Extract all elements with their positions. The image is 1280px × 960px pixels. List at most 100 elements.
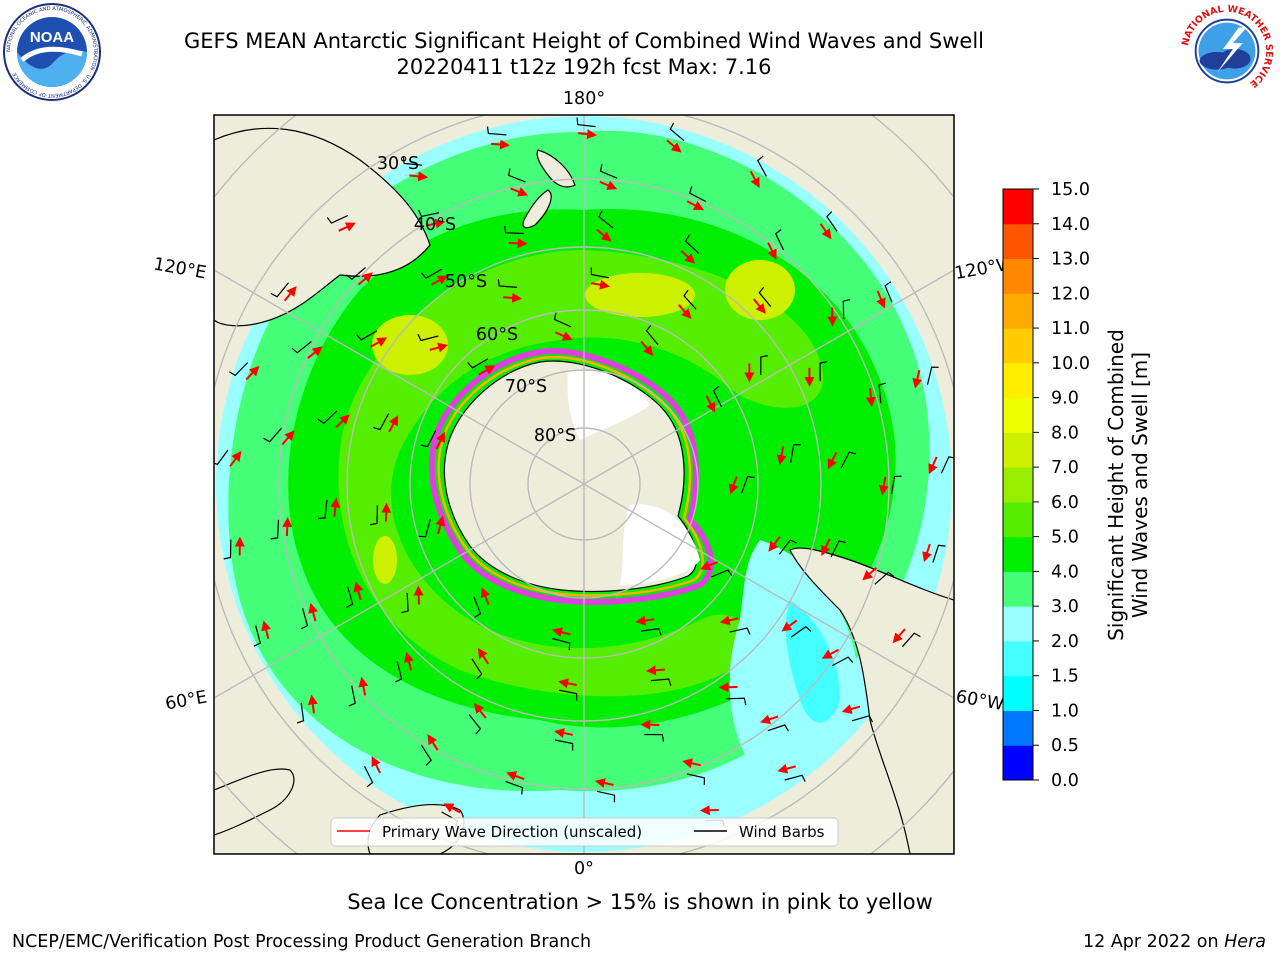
wave-patch-6-7m (725, 260, 795, 320)
graticule (214, 115, 954, 854)
wind-barb (291, 341, 312, 354)
wind-barb (418, 209, 440, 218)
wave-direction-arrow (358, 676, 369, 696)
wind-barb (346, 586, 354, 608)
wave-direction-arrow (928, 456, 938, 475)
lat-label-60s: 60°S (476, 325, 518, 345)
south-america (789, 547, 954, 854)
colorbar-segment (1003, 189, 1033, 225)
wave-direction-arrow (591, 279, 610, 290)
wave-direction-arrow (229, 450, 242, 467)
wave-direction-arrows (229, 129, 938, 816)
wind-barb (554, 739, 574, 751)
wind-barb (508, 168, 526, 183)
new-zealand-south (522, 189, 552, 229)
wind-barb (253, 625, 262, 647)
wind-barb (890, 475, 902, 495)
lat-label-30s: 30°S (377, 154, 419, 174)
wind-barb (590, 267, 610, 279)
wave-direction-arrow (338, 222, 356, 232)
wave-patch-6-7m (373, 536, 397, 584)
wind-barb (467, 358, 489, 369)
wind-barb (686, 773, 706, 785)
wave-direction-arrow (821, 648, 839, 659)
wave-patch-6-7m (585, 273, 695, 317)
australia (214, 127, 431, 327)
wind-barb (640, 627, 662, 636)
wave-direction-arrow (719, 615, 739, 626)
wind-barb (669, 122, 685, 142)
lat-label-40s: 40°S (414, 215, 456, 235)
wave-direction-arrow (443, 803, 461, 814)
wind-barb (767, 724, 789, 732)
colorbar-tick-label: 15.0 (1051, 180, 1090, 200)
wave-direction-arrow (753, 298, 766, 314)
wind-barb (468, 714, 482, 735)
wave-direction-arrow (371, 756, 381, 774)
wave-direction-arrow (645, 665, 665, 676)
wave-direction-arrow (335, 414, 350, 429)
wind-barb (826, 211, 838, 232)
noaa-logo-text: NOAA (30, 29, 74, 46)
wave-direction-arrow (307, 694, 318, 714)
wind-barb (774, 229, 785, 251)
wave-direction-arrow (427, 734, 439, 751)
wind-barb (348, 685, 356, 707)
wave-direction-arrow (409, 171, 429, 182)
wave-direction-arrow (578, 129, 598, 140)
africa (214, 768, 295, 836)
wind-barb (505, 780, 524, 795)
wind-barb (842, 299, 851, 320)
wave-direction-arrow (876, 290, 886, 309)
wave-direction-arrow (865, 388, 876, 408)
wind-barb (270, 519, 280, 540)
wave-direction-arrow (635, 615, 655, 626)
colorbar-tick-label: 9.0 (1051, 389, 1079, 409)
wind-barb (712, 385, 723, 408)
wind-barbs (214, 117, 954, 828)
wind-barb (851, 715, 874, 723)
wave-direction-arrow (686, 200, 705, 211)
new-zealand-north (536, 149, 576, 188)
wave-direction-arrow (781, 619, 798, 632)
wind-barb (401, 592, 409, 614)
wave-direction-arrow (330, 497, 341, 517)
lon-label-0: 0° (574, 859, 594, 879)
colorbar-segment (1003, 501, 1033, 538)
wind-barb (552, 637, 571, 651)
lat-label-80s: 80°S (534, 426, 576, 446)
wind-barb (884, 281, 893, 303)
colorbar-segment (1003, 467, 1033, 503)
chart-subtitle: 20220411 t12z 192h fcst Max: 7.16 (396, 55, 772, 79)
wave-direction-arrow (357, 272, 373, 286)
wind-barb (650, 678, 672, 686)
colorbar-tick-label: 4.0 (1051, 562, 1079, 582)
colorbar-segment (1003, 258, 1033, 294)
sea-ice-caption: Sea Ice Concentration > 15% is shown in … (347, 890, 933, 914)
wave-patch-6-7m (372, 315, 448, 375)
wind-barb (729, 627, 751, 635)
colorbar-tick-label: 3.0 (1051, 597, 1079, 617)
map-frame (213, 114, 955, 855)
wave-direction-arrow (281, 430, 295, 446)
wind-barb (497, 279, 518, 288)
wave-direction-arrow (777, 763, 796, 774)
wave-direction-arrow (922, 543, 932, 563)
wave-direction-arrow (558, 678, 577, 689)
wind-barb (689, 186, 707, 203)
lon-label-60e: 60°E (164, 687, 209, 714)
wave-direction-arrow (353, 581, 364, 601)
legend-label-wave-direction: Primary Wave Direction (unscaled) (382, 823, 642, 841)
wind-barb (644, 733, 665, 742)
wave-direction-arrow (862, 567, 878, 581)
wave-direction-arrow (435, 515, 446, 535)
wind-barb (576, 117, 596, 128)
colorbar-tick-label: 8.0 (1051, 423, 1079, 443)
colorbar-segment (1003, 432, 1033, 468)
lat-label-50s: 50°S (445, 272, 487, 292)
wind-barb (726, 697, 747, 706)
ice-shelf-ross (567, 369, 650, 440)
wave-direction-arrow (821, 538, 831, 556)
colorbar-tick-label: 13.0 (1051, 250, 1090, 270)
chart-title: GEFS MEAN Antarctic Significant Height o… (183, 29, 985, 53)
